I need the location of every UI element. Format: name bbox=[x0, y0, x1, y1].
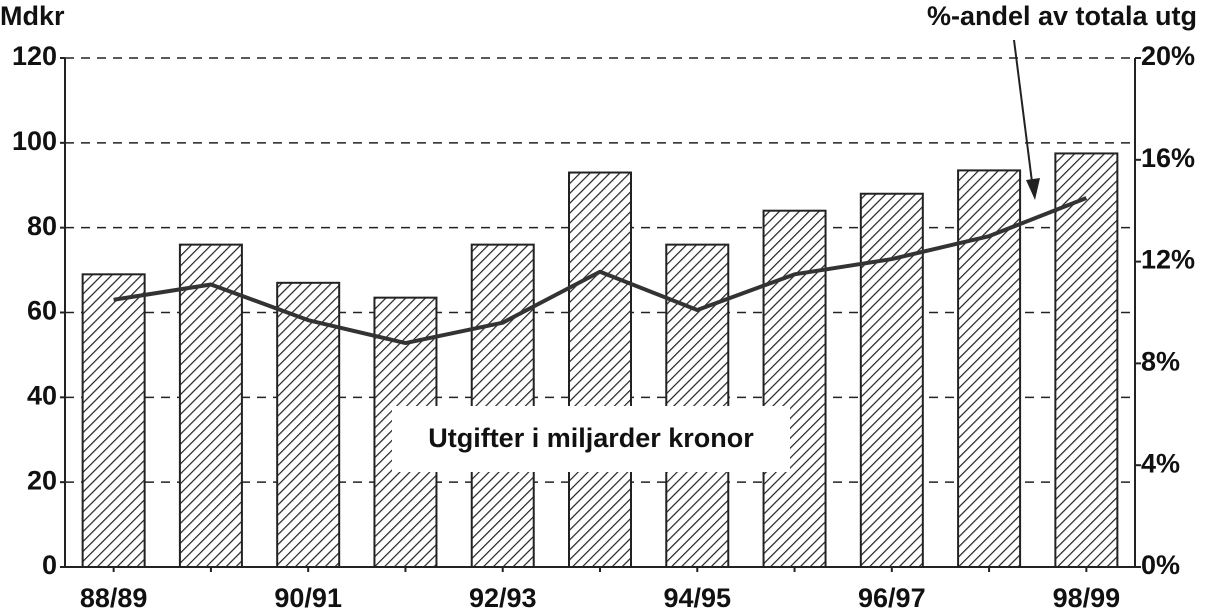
y-tick-label: 40 bbox=[27, 380, 57, 410]
y2-tick-label: 12% bbox=[1141, 245, 1195, 275]
y-tick-label: 60 bbox=[27, 296, 57, 326]
bar bbox=[1054, 152, 1119, 568]
x-tick-label: 94/95 bbox=[663, 583, 731, 613]
series-label: %-andel av totala utg bbox=[927, 1, 1197, 31]
x-tick-label: 92/93 bbox=[469, 583, 537, 613]
annotation-arrowhead bbox=[1026, 178, 1040, 200]
line bbox=[113, 196, 1088, 346]
label-box bbox=[392, 406, 790, 472]
y2-tick-label: 8% bbox=[1141, 347, 1180, 377]
x-tick-label: 88/89 bbox=[80, 583, 148, 613]
x-tick-label: 98/99 bbox=[1053, 583, 1121, 613]
y2-tick-label: 16% bbox=[1141, 143, 1195, 173]
bar bbox=[665, 243, 730, 568]
bar bbox=[568, 171, 632, 568]
annotation-arrow bbox=[1013, 39, 1033, 183]
x-tick-label: 96/97 bbox=[858, 583, 926, 613]
y2-tick-label: 4% bbox=[1141, 448, 1180, 478]
x-tick-label: 90/91 bbox=[274, 583, 342, 613]
bar bbox=[762, 209, 827, 568]
bar bbox=[859, 192, 924, 568]
y-tick-label: 0 bbox=[42, 550, 57, 580]
y-tick-label: 120 bbox=[12, 41, 57, 71]
y2-tick-label: 20% bbox=[1141, 41, 1195, 71]
y-tick-label: 20 bbox=[27, 465, 57, 495]
y2-tick-label: 0% bbox=[1141, 550, 1180, 580]
y-tick-label: 80 bbox=[27, 211, 57, 241]
series-label: Utgifter i miljarder kronor bbox=[428, 423, 754, 453]
bar bbox=[470, 243, 535, 568]
bar bbox=[957, 169, 1022, 568]
bar bbox=[81, 273, 146, 568]
y-axis-title: Mdkr bbox=[0, 1, 65, 31]
y-tick-label: 100 bbox=[12, 126, 57, 156]
